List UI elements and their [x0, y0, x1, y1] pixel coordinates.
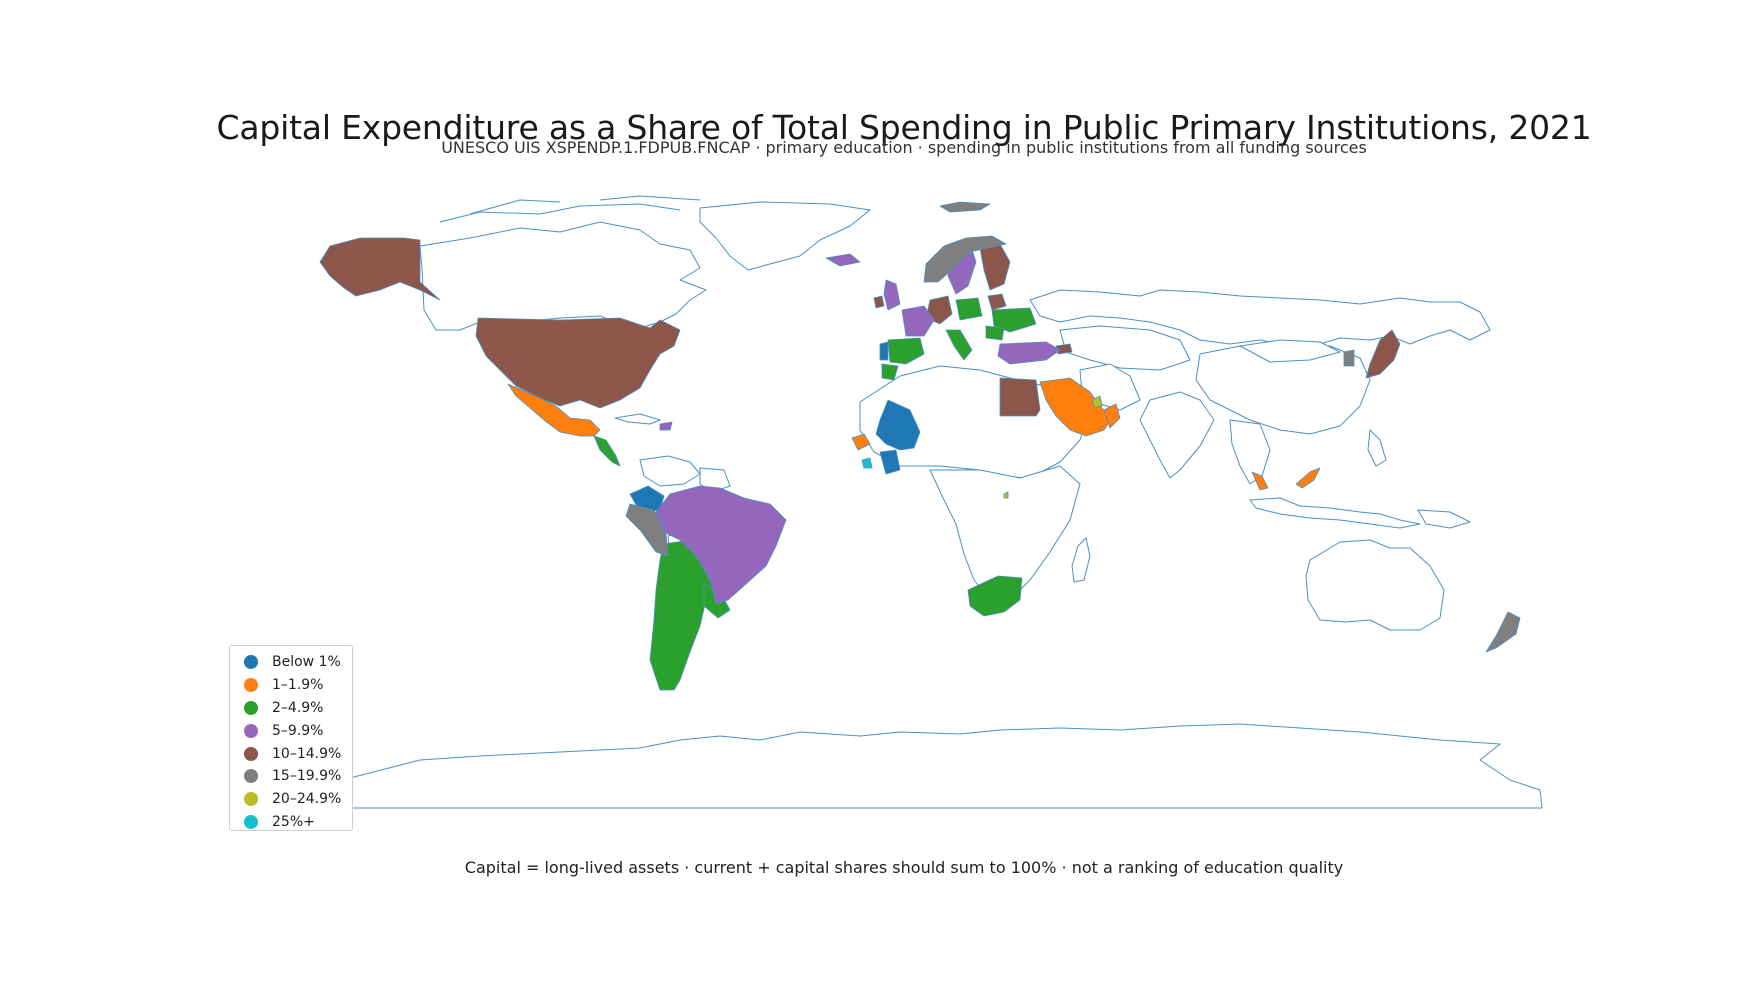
legend-item: Below 1% [244, 651, 352, 674]
legend-item: 15–19.9% [244, 765, 352, 788]
legend-swatch [244, 723, 258, 738]
country-france [901, 305, 935, 337]
legend-swatch [244, 746, 258, 761]
map-legend: Below 1% 1–1.9% 2–4.9% 5–9.9% 10–14.9% 15–19.… [229, 645, 353, 831]
country-ireland [873, 295, 885, 309]
country-oman [1103, 403, 1121, 429]
country-alaska [319, 237, 441, 301]
country-turkiye [997, 341, 1061, 365]
country-mongolia [1239, 339, 1341, 363]
country-belarus [987, 293, 1007, 311]
country-new-zealand [1485, 611, 1521, 653]
country-morocco [881, 363, 899, 381]
country-indonesia [1249, 497, 1421, 529]
legend-label: 5–9.9% [272, 722, 324, 739]
country-guinea [851, 433, 871, 451]
legend-label: 15–19.9% [272, 768, 342, 785]
country-italy [945, 329, 973, 361]
country-japan [1365, 329, 1401, 379]
legend-swatch [244, 769, 258, 784]
country-norway [923, 235, 1007, 283]
country-malaysia-borneo [1295, 467, 1321, 489]
country-ukraine [991, 307, 1037, 333]
country-central-africa [929, 465, 1081, 601]
chart-title: Capital Expenditure as a Share of Total … [216, 108, 1592, 147]
country-finland [979, 243, 1011, 291]
country-iceland [825, 253, 861, 267]
country-south-africa [967, 575, 1023, 617]
legend-swatch [244, 814, 258, 829]
country-kazakhstan [1059, 325, 1191, 371]
country-rwanda [1003, 491, 1009, 499]
legend-item: 20–24.9% [244, 788, 352, 811]
legend-label: 25%+ [272, 813, 315, 830]
legend-swatch [244, 678, 258, 693]
country-poland [955, 297, 983, 321]
country-svalbard [939, 201, 991, 213]
country-russia [1029, 289, 1491, 347]
legend-label: Below 1% [272, 654, 341, 671]
country-papua [1417, 509, 1471, 529]
country-cote-divoire [879, 449, 901, 475]
legend-label: 2–4.9% [272, 699, 324, 716]
legend-swatch [244, 792, 258, 807]
country-spain [887, 337, 925, 365]
legend-item: 2–4.9% [244, 697, 352, 720]
legend-label: 1–1.9% [272, 677, 324, 694]
legend-item: 25%+ [244, 811, 352, 834]
country-central-america [593, 435, 621, 467]
country-portugal [879, 341, 889, 361]
country-canada [419, 221, 707, 331]
country-madagascar [1071, 537, 1091, 583]
country-philippines [1367, 429, 1387, 467]
legend-item: 5–9.9% [244, 719, 352, 742]
country-brazil [655, 485, 787, 605]
country-egypt [999, 377, 1041, 417]
country-korea [1343, 349, 1355, 367]
chart-footnote: Capital = long-lived assets · current + … [464, 858, 1344, 877]
legend-item: 10–14.9% [244, 742, 352, 765]
chart-subtitle: UNESCO UIS XSPENDP.1.FDPUB.FNCAP · prima… [441, 138, 1367, 157]
country-australia [1305, 539, 1445, 631]
legend-label: 10–14.9% [272, 745, 342, 762]
country-india [1139, 391, 1215, 479]
country-cuba [614, 413, 661, 425]
country-malaysia [1251, 471, 1269, 491]
country-venezuela [639, 455, 701, 487]
country-dominican-republic [659, 421, 673, 431]
country-peru-ecuador [625, 503, 669, 557]
country-uae [1091, 395, 1103, 409]
country-southeast-asia [1229, 419, 1271, 485]
country-mali [875, 399, 921, 451]
legend-swatch [244, 700, 258, 715]
country-united-states [475, 317, 681, 409]
legend-label: 20–24.9% [272, 791, 342, 808]
antarctica [309, 723, 1543, 809]
country-sierra-leone [861, 457, 873, 469]
legend-swatch [244, 655, 258, 670]
country-saudi-arabia [1039, 377, 1113, 437]
country-united-kingdom [883, 279, 901, 311]
country-greenland [699, 201, 871, 271]
legend-item: 1–1.9% [244, 674, 352, 697]
country-romania [985, 325, 1005, 341]
arctic-islands [439, 195, 701, 223]
